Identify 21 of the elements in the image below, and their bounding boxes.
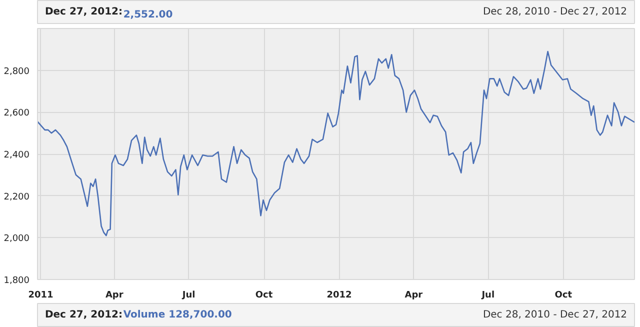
x-tick-label: Jul (480, 290, 495, 300)
x-tick-label: Jul (181, 290, 196, 300)
y-tick-label: 2,200 (4, 192, 30, 202)
text: Dec 28, 2010 - Dec 27, 2012 (482, 310, 628, 320)
chart-title: Dec 27, 2012: (44, 6, 122, 18)
y-tick-label: 2,400 (4, 150, 30, 160)
x-tick-label: Apr (105, 290, 124, 300)
x-tick-label: Oct (255, 290, 274, 300)
x-tick-label: Oct (554, 290, 573, 300)
text: Dec 27, 2012: (44, 310, 122, 320)
x-tick-label: 2012 (326, 290, 352, 300)
y-tick-label: 2,000 (4, 234, 30, 244)
text: Volume 128,700.00 (123, 310, 232, 320)
x-tick-label: 2011 (28, 290, 54, 300)
y-tick-label: 2,600 (4, 108, 30, 119)
line-series (38, 50, 634, 236)
x-tick-label: Apr (404, 290, 424, 300)
text: Dec 28, 2010 - Dec 27, 2012 (482, 6, 628, 18)
y-tick-label: 2,800 (4, 66, 30, 77)
y-tick-label: 1,800 (4, 276, 30, 286)
text: 2,552.00 (123, 10, 173, 20)
